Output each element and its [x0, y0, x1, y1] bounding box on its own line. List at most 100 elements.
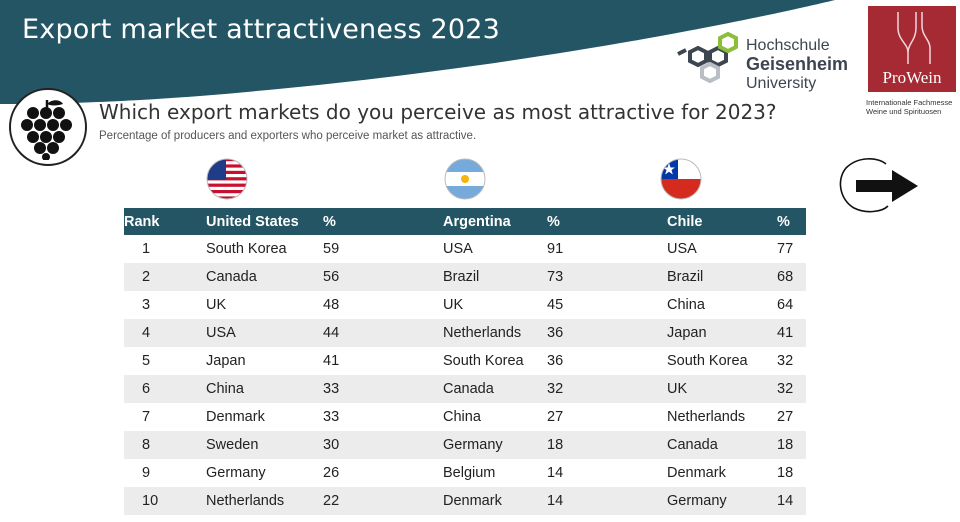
- table-row: 10 Netherlands 22 Denmark 14 Germany 14: [124, 487, 806, 515]
- us-percent-cell: 41: [323, 353, 340, 369]
- cl-market-cell: USA: [667, 241, 697, 257]
- cl-percent-cell: 41: [777, 319, 806, 347]
- ar-market-cell: Netherlands: [443, 319, 547, 347]
- us-market-cell: Sweden: [206, 431, 323, 459]
- ar-market-cell: Germany: [443, 431, 547, 459]
- ar-market-cell: Brazil: [443, 263, 547, 291]
- us-market-cell: UK: [206, 297, 227, 313]
- cl-percent-cell: 27: [777, 409, 794, 425]
- header-united-states: United States: [206, 208, 323, 235]
- ar-percent-cell: 45: [547, 297, 564, 313]
- question-heading: Which export markets do you perceive as …: [99, 100, 777, 124]
- header-chile: Chile: [667, 208, 777, 235]
- header-us-percent: %: [323, 208, 443, 235]
- rank-cell: 9: [142, 465, 151, 481]
- ar-percent-cell: 14: [547, 465, 564, 481]
- table-row: 3 UK 48 UK 45 China 64: [124, 291, 806, 319]
- table-row: 1 South Korea 59 USA 91 USA 77: [124, 235, 806, 263]
- table-row: 2 Canada 56 Brazil 73 Brazil 68: [124, 263, 806, 291]
- cl-market-cell: China: [667, 297, 705, 313]
- us-percent-cell: 48: [323, 297, 340, 313]
- ar-percent-cell: 18: [547, 431, 667, 459]
- prowein-tagline: Internationale Fachmesse Weine und Spiri…: [866, 98, 960, 116]
- flag-argentina-icon: [444, 158, 486, 200]
- ar-market-cell: UK: [443, 297, 464, 313]
- cl-market-cell: Brazil: [667, 263, 777, 291]
- table-row: 9 Germany 26 Belgium 14 Denmark 18: [124, 459, 806, 487]
- university-line3: University: [746, 75, 817, 92]
- wine-glasses-icon: [897, 12, 931, 64]
- cl-percent-cell: 18: [777, 431, 806, 459]
- table-row: 8 Sweden 30 Germany 18 Canada 18: [124, 431, 806, 459]
- banner-shape: [0, 0, 835, 104]
- cl-market-cell: Germany: [667, 487, 777, 515]
- header-argentina: Argentina: [443, 208, 547, 235]
- table-row: 5 Japan 41 South Korea 36 South Korea 32: [124, 347, 806, 375]
- ar-market-cell: Canada: [443, 375, 547, 403]
- us-market-cell: Netherlands: [206, 487, 323, 515]
- us-percent-cell: 22: [323, 487, 443, 515]
- ar-percent-cell: 73: [547, 263, 667, 291]
- us-market-cell: Germany: [206, 465, 266, 481]
- rank-cell: 7: [142, 409, 151, 425]
- table-header-row: Rank United States % Argentina % Chile %: [124, 208, 806, 235]
- us-market-cell: USA: [206, 319, 323, 347]
- rank-cell: 2: [124, 263, 206, 291]
- prowein-name: ProWein: [882, 68, 942, 87]
- ar-market-cell: USA: [443, 241, 473, 257]
- rank-cell: 6: [124, 375, 206, 403]
- us-market-cell: Japan: [206, 353, 246, 369]
- ar-percent-cell: 27: [547, 409, 564, 425]
- cl-market-cell: Netherlands: [667, 409, 746, 425]
- header-rank: Rank: [124, 208, 206, 235]
- cl-percent-cell: 18: [777, 465, 794, 481]
- us-percent-cell: 56: [323, 263, 443, 291]
- ar-percent-cell: 32: [547, 375, 667, 403]
- cl-market-cell: Canada: [667, 431, 777, 459]
- header-ar-percent: %: [547, 208, 667, 235]
- prowein-tagline-line2: Weine und Spirituosen: [866, 107, 942, 116]
- header-cl-percent: %: [777, 208, 806, 235]
- university-line2: Geisenheim: [746, 54, 849, 74]
- us-percent-cell: 33: [323, 409, 340, 425]
- university-logo: [677, 31, 738, 84]
- prowein-tagline-line1: Internationale Fachmesse: [866, 98, 953, 107]
- grapes-icon: [9, 88, 87, 166]
- us-percent-cell: 30: [323, 431, 443, 459]
- rank-cell: 10: [124, 487, 206, 515]
- cl-percent-cell: 14: [777, 487, 806, 515]
- ar-market-cell: Denmark: [443, 487, 547, 515]
- cl-percent-cell: 64: [777, 297, 794, 313]
- cl-percent-cell: 77: [777, 241, 794, 257]
- cl-percent-cell: 32: [777, 353, 794, 369]
- prowein-logo: ProWein: [868, 6, 956, 92]
- university-line1: Hochschule: [746, 37, 830, 54]
- arrow-right-icon[interactable]: [838, 156, 922, 218]
- table-row: 6 China 33 Canada 32 UK 32: [124, 375, 806, 403]
- table-row: 7 Denmark 33 China 27 Netherlands 27: [124, 403, 806, 431]
- rank-cell: 5: [142, 353, 151, 369]
- cl-market-cell: UK: [667, 375, 777, 403]
- university-name: Hochschule Geisenheim University: [746, 36, 848, 93]
- table-row: 4 USA 44 Netherlands 36 Japan 41: [124, 319, 806, 347]
- header-banner: [0, 0, 835, 104]
- cl-market-cell: Denmark: [667, 465, 726, 481]
- ar-percent-cell: 91: [547, 241, 564, 257]
- flag-united-states-icon: [206, 158, 248, 200]
- slide-title: Export market attractiveness 2023: [22, 14, 501, 45]
- cl-market-cell: South Korea: [667, 353, 748, 369]
- ar-percent-cell: 36: [547, 353, 564, 369]
- rank-cell: 8: [124, 431, 206, 459]
- us-percent-cell: 44: [323, 319, 443, 347]
- ar-percent-cell: 36: [547, 319, 667, 347]
- ranking-table: Rank United States % Argentina % Chile %…: [124, 208, 806, 515]
- question-subtitle: Percentage of producers and exporters wh…: [99, 130, 477, 142]
- rank-cell: 4: [124, 319, 206, 347]
- us-percent-cell: 59: [323, 241, 340, 257]
- ar-market-cell: China: [443, 409, 481, 425]
- cl-percent-cell: 68: [777, 263, 806, 291]
- us-percent-cell: 33: [323, 375, 443, 403]
- us-market-cell: South Korea: [206, 241, 287, 257]
- us-market-cell: Canada: [206, 263, 323, 291]
- rank-cell: 1: [142, 241, 151, 257]
